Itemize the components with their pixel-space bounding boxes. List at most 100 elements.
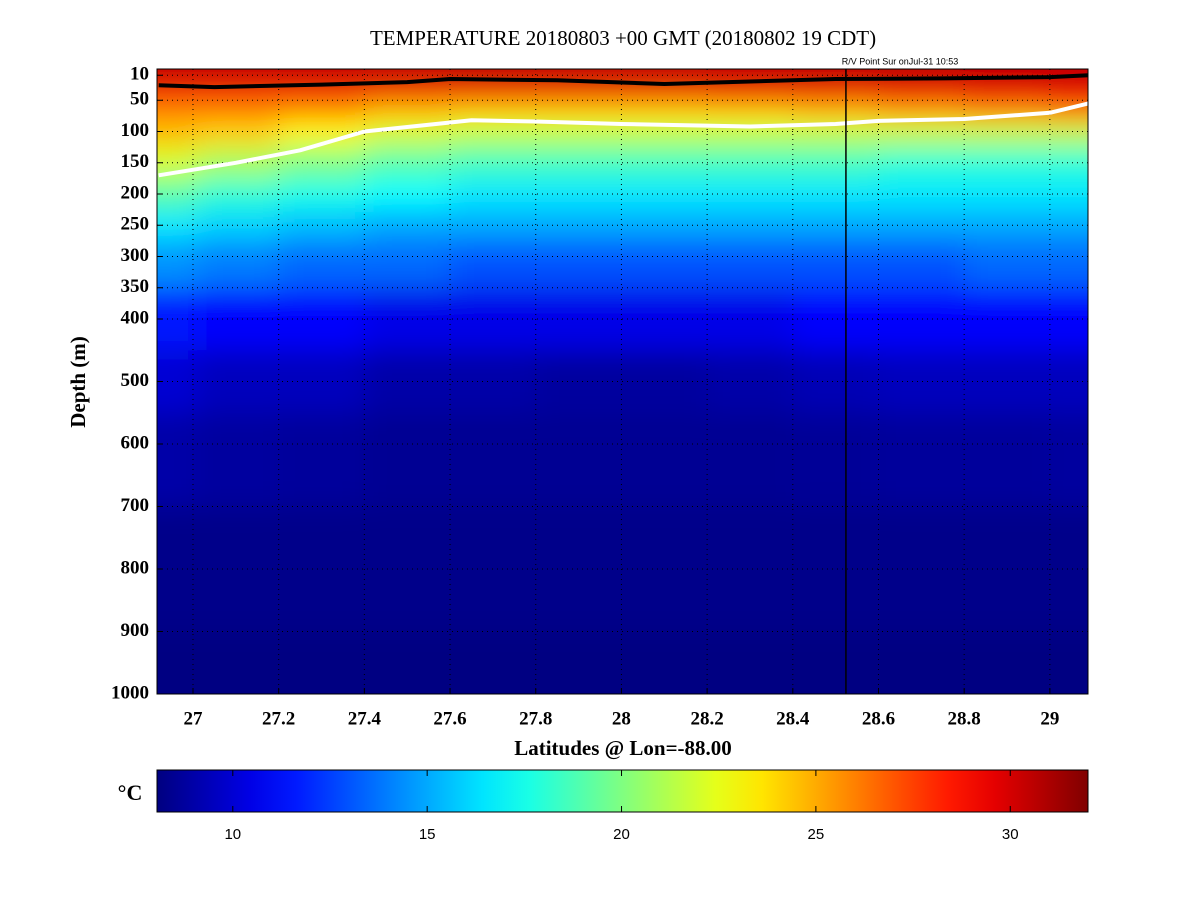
heat-cell (197, 92, 280, 109)
colorbar-tick-label: 10 (224, 826, 241, 843)
heat-cell (535, 92, 622, 109)
heat-cell (450, 147, 537, 179)
heat-cell (450, 123, 537, 148)
heat-cell (707, 287, 794, 351)
heat-cell (197, 350, 280, 414)
heat-cell (197, 506, 280, 632)
x-tick-label: 28.4 (776, 708, 810, 729)
x-tick-label: 27.8 (519, 708, 552, 729)
heat-cell (535, 631, 622, 694)
heat-cell (878, 147, 965, 179)
heat-cell (197, 178, 280, 211)
heat-cell (964, 287, 1049, 351)
x-tick-label: 28.6 (862, 708, 895, 729)
heat-cell (157, 108, 198, 125)
heat-cell (707, 72, 794, 81)
heat-cell (964, 209, 1049, 242)
colorbar-tick-label: 30 (1002, 826, 1019, 843)
heat-cell (450, 72, 537, 81)
heat-cell (450, 209, 537, 242)
overlay (157, 69, 1089, 695)
heat-cell (450, 69, 537, 73)
heat-cell (707, 92, 794, 109)
heat-cell (878, 240, 965, 289)
heat-cell (197, 631, 280, 694)
heat-cell (1047, 240, 1088, 289)
heat-cell (450, 240, 537, 289)
x-tick-label: 29 (1040, 708, 1059, 729)
y-tick-label: 150 (121, 151, 150, 172)
y-tick-label: 100 (121, 120, 150, 141)
heat-cell (964, 178, 1049, 211)
heat-cell (707, 147, 794, 179)
heat-cell (450, 350, 537, 414)
heat-cell (535, 240, 622, 289)
colorbar-tick-label: 25 (808, 826, 825, 843)
heat-cell (964, 412, 1049, 507)
heat-cell (157, 412, 198, 507)
heat-cell (1047, 412, 1088, 507)
heat-cell (707, 209, 794, 242)
heat-cell (621, 92, 708, 109)
heat-cell (535, 147, 622, 179)
heat-cell (364, 72, 451, 81)
heat-cell (792, 108, 879, 125)
heat-cell (1047, 631, 1088, 694)
x-axis-label: Latitudes @ Lon=-88.00 (514, 736, 732, 760)
y-tick-label: 600 (121, 432, 150, 453)
heat-cell (364, 240, 451, 289)
heat-cell (964, 350, 1049, 414)
plot-frame (156, 68, 1089, 695)
heat-cell (197, 72, 280, 81)
y-axis-label: Depth (m) (66, 336, 90, 428)
heat-cell (1047, 79, 1088, 93)
heat-cell (535, 412, 622, 507)
heat-cell (707, 178, 794, 211)
heat-cell (878, 209, 965, 242)
y-tick-label: 10 (130, 64, 149, 85)
heat-cell (278, 412, 365, 507)
heat-cell (197, 123, 280, 148)
heat-cell (278, 72, 365, 81)
heat-cell (1047, 69, 1088, 73)
heat-cell (278, 209, 365, 242)
heat-cell (278, 178, 365, 211)
heat-cell (792, 147, 879, 179)
heat-cell (792, 350, 879, 414)
heat-cell (792, 72, 879, 81)
colorbar (156, 769, 1089, 813)
heat-cell (364, 412, 451, 507)
heat-cell (621, 147, 708, 179)
heat-cell (621, 412, 708, 507)
heat-cell (621, 506, 708, 632)
heat-cell (535, 350, 622, 414)
heat-cell (964, 92, 1049, 109)
heat-cell (364, 108, 451, 125)
heat-cell (621, 69, 708, 73)
colorbar-tick-label: 15 (419, 826, 436, 843)
heat-cell (792, 506, 879, 632)
x-tick-label: 28 (612, 708, 631, 729)
heat-cell (878, 69, 965, 73)
heat-cell (157, 631, 198, 694)
heat-cell (621, 631, 708, 694)
heat-cell (621, 72, 708, 81)
heat-cell (964, 79, 1049, 93)
heat-cell (621, 209, 708, 242)
heat-cell (450, 79, 537, 93)
heat-cell (157, 240, 198, 289)
heat-cell (792, 123, 879, 148)
heat-cell (450, 92, 537, 109)
heat-cell (878, 79, 965, 93)
heat-cell (450, 506, 537, 632)
heat-cell (964, 631, 1049, 694)
heat-cell (535, 72, 622, 81)
heat-cell (197, 69, 280, 73)
colorbar-tick-label: 20 (613, 826, 630, 843)
heat-cell (197, 108, 280, 125)
heat-cell (707, 350, 794, 414)
heat-cell (535, 69, 622, 73)
y-tick-label: 700 (121, 495, 150, 516)
y-tick-label: 200 (121, 182, 150, 203)
